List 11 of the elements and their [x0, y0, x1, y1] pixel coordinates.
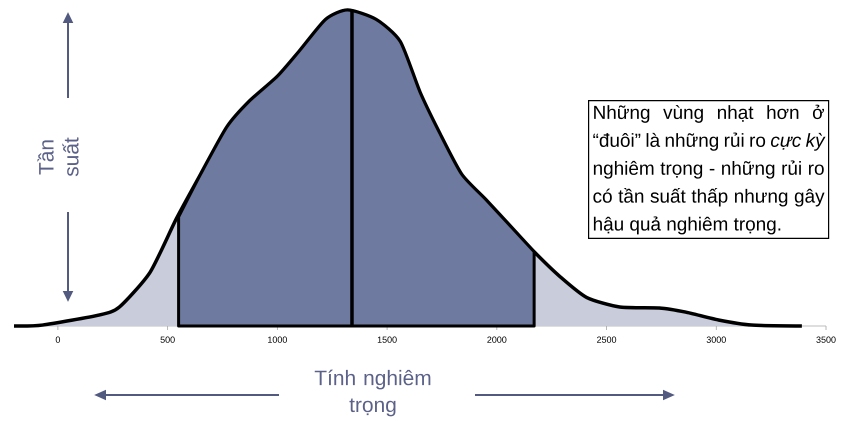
annotation: Những vùng nhạt hơn ở “đuôi” là những rủi ro cực kỳ nghiêm trọng - những rủi ro có tần suất thấp nhưng gây hậu quả nghiêm trọng.	[593, 104, 826, 234]
x-tick-label: 1000	[268, 336, 287, 343]
x-tick-label: 1500	[378, 336, 397, 343]
x-tick-label: 3000	[706, 336, 726, 343]
x-tick-label: 2000	[487, 336, 506, 343]
x-axis-title: Tính nghiêm trọng	[314, 370, 430, 416]
y-axis-title: Tần suất	[37, 137, 79, 176]
x-tick-label: 2500	[597, 336, 616, 343]
x-tick-label: 3500	[816, 336, 836, 343]
x-tick-label: 0	[56, 336, 60, 343]
x-tick-label: 500	[160, 336, 175, 343]
